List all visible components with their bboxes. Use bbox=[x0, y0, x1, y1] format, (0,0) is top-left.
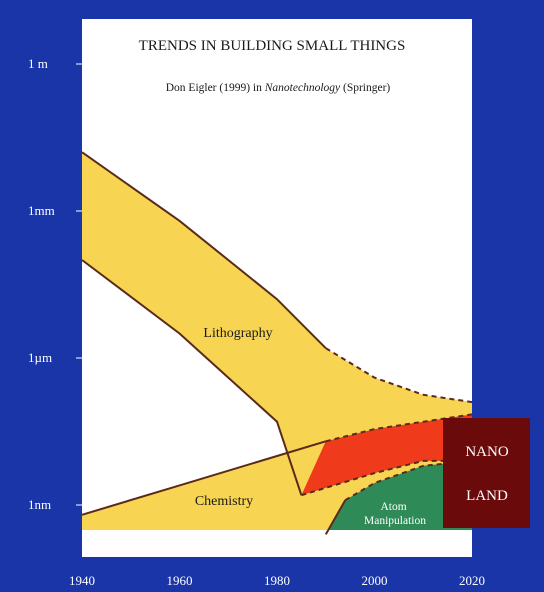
x-tick-label: 1940 bbox=[69, 573, 95, 588]
x-axis-ticks: 1940 1960 1980 2000 2020 bbox=[69, 573, 485, 588]
x-tick-label: 1960 bbox=[167, 573, 193, 588]
atom-label-line-1: Atom bbox=[380, 501, 406, 513]
label-lithography: Lithography bbox=[203, 326, 272, 341]
y-tick-label: 1mm bbox=[28, 203, 55, 218]
overlap-area bbox=[301, 414, 472, 496]
label-atom-manipulation: Atom Manipulation bbox=[364, 501, 426, 527]
x-tick-label: 1980 bbox=[264, 573, 290, 588]
atom-manipulation-line bbox=[324, 499, 347, 535]
x-tick-label: 2000 bbox=[362, 573, 388, 588]
lithography-upper-projection bbox=[325, 347, 473, 404]
atom-label-line-2: Manipulation bbox=[364, 515, 426, 527]
lithography-lower-projection bbox=[301, 459, 472, 497]
subtitle-italic: Nanotechnology bbox=[264, 82, 341, 94]
subtitle-before: Don Eigler (1999) in bbox=[166, 82, 265, 94]
subtitle-after: (Springer) bbox=[340, 82, 390, 94]
atom-manipulation-area bbox=[325, 460, 472, 535]
chemistry-upper-line bbox=[81, 440, 327, 516]
nanoland-line-2: LAND bbox=[466, 488, 508, 504]
nanoland-box bbox=[443, 418, 530, 528]
y-tick-label: 1nm bbox=[28, 497, 51, 512]
baseline-strip bbox=[82, 530, 472, 557]
area-layer bbox=[82, 152, 472, 557]
line-layer bbox=[81, 151, 473, 535]
nanoland-line-1: NANO bbox=[465, 444, 508, 460]
x-tick-label: 2020 bbox=[459, 573, 485, 588]
lithography-lower-line bbox=[81, 259, 303, 496]
y-tick-label: 1µm bbox=[28, 350, 52, 365]
label-chemistry: Chemistry bbox=[195, 494, 253, 509]
chart-subtitle: Don Eigler (1999) in Nanotechnology (Spr… bbox=[166, 82, 391, 94]
lithography-upper-line bbox=[81, 151, 327, 349]
y-axis-ticks: 1 m 1mm 1µm 1nm bbox=[28, 56, 82, 512]
y-tick-label: 1 m bbox=[28, 56, 48, 71]
lithography-area bbox=[82, 152, 472, 496]
chart-title: TRENDS IN BUILDING SMALL THINGS bbox=[139, 38, 406, 54]
